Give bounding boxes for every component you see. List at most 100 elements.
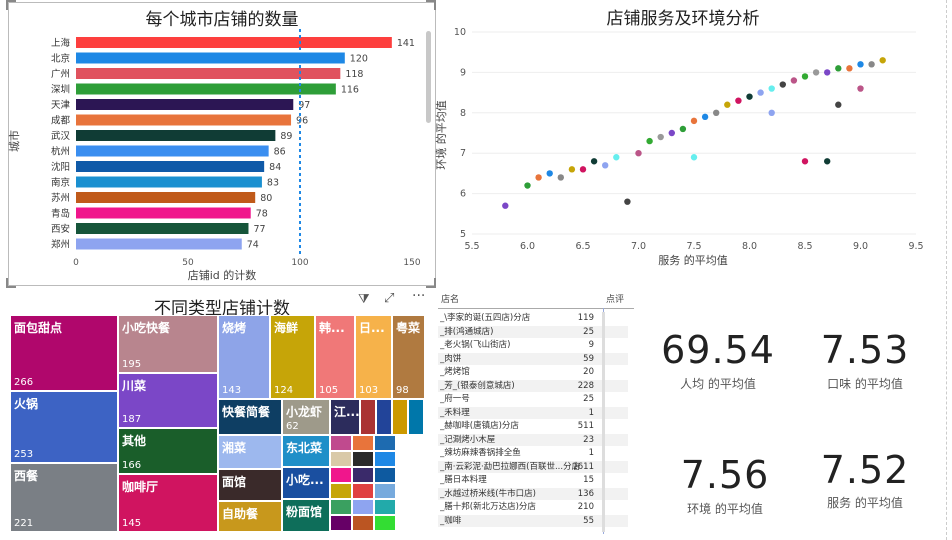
treemap-cell-label: 东北菜 (286, 441, 323, 455)
treemap-cell[interactable] (330, 467, 352, 483)
page-boundary (946, 0, 947, 540)
table-cell-reviews: 119 (577, 313, 594, 323)
treemap-cell[interactable] (376, 399, 392, 435)
treemap-cell[interactable] (392, 399, 408, 435)
more-options-icon[interactable]: ··· (412, 288, 426, 304)
table-row[interactable]: _府一号 25 (438, 393, 628, 405)
treemap-cell[interactable]: 韩... 105 (315, 315, 355, 399)
table-header-reviews[interactable]: 点评 (606, 295, 625, 305)
scatter-point (613, 154, 620, 161)
treemap-cell[interactable]: 东北菜 (282, 435, 330, 467)
treemap-cell[interactable]: 面包甜点 266 (10, 315, 118, 391)
treemap-cell[interactable]: 咖啡厅 145 (118, 474, 218, 532)
table-row[interactable]: _禾料理 1 (438, 406, 628, 419)
bar-value-label: 97 (298, 100, 310, 111)
treemap-cell[interactable] (374, 451, 396, 467)
scatter-point (713, 109, 720, 117)
treemap-cell[interactable]: 面馆 (218, 469, 282, 501)
bar-chart-scrollbar[interactable] (426, 31, 431, 123)
bar-value-label: 96 (296, 116, 308, 127)
treemap-cell[interactable] (360, 399, 376, 435)
treemap-cell[interactable] (374, 515, 396, 531)
table-scrollbar[interactable] (602, 312, 605, 532)
table-row[interactable]: _\李家的诞(五四店)分店 119 (438, 312, 628, 324)
treemap-cell[interactable]: 湘菜 (218, 435, 282, 469)
table-body: _\李家的诞(五四店)分店 119 _排(鸿通城店) 25 _老火锅(飞山街店) 9 _肉饼… (438, 312, 634, 534)
filter-icon[interactable]: ⧩ (358, 292, 370, 307)
table-row[interactable]: _老火锅(飞山街店) 9 (438, 339, 628, 351)
treemap-cell[interactable]: 小吃快餐 195 (118, 315, 218, 373)
treemap-cell[interactable]: 小龙虾 62 (282, 399, 330, 435)
selection-handle-bl[interactable] (6, 278, 16, 288)
scatter-point (768, 109, 775, 117)
store-table[interactable]: 店名 点评 _\李家的诞(五四店)分店 119 _排(鸿通城店) 25 _老火锅(飞山街… (438, 290, 634, 534)
table-row[interactable]: _排(鸿通城店) 25 (438, 325, 628, 338)
treemap-title: 不同类型店铺计数 (154, 299, 290, 319)
treemap-cell[interactable]: 川菜 187 (118, 373, 218, 428)
treemap-cell[interactable] (374, 499, 396, 515)
table-cell-reviews: 136 (577, 488, 594, 499)
treemap-cell-label: 川菜 (122, 379, 147, 393)
treemap-cell[interactable]: 烧烤 143 (218, 315, 270, 399)
treemap-cell[interactable] (330, 451, 352, 467)
table-row[interactable]: _膳日本料理 15 (438, 474, 628, 486)
treemap-cell[interactable] (352, 451, 374, 467)
treemap-cell[interactable]: 快餐简餐 (218, 399, 282, 435)
treemap-cell[interactable] (352, 435, 374, 451)
table-row[interactable]: _咖啡 55 (438, 514, 628, 527)
treemap-cell[interactable]: 自助餐 (218, 501, 282, 532)
treemap-cell-label: 面馆 (222, 475, 247, 489)
bar-x-tick-label: 100 (291, 258, 308, 268)
treemap-cell[interactable] (352, 499, 374, 515)
focus-mode-icon[interactable]: ⤢ (384, 291, 395, 306)
treemap-cell[interactable]: 粉面馆 (282, 499, 330, 532)
treemap-cell[interactable] (352, 467, 374, 483)
table-row[interactable]: _赫咖啡(唐镇店)分店 511 (438, 420, 628, 432)
treemap-cell[interactable] (330, 515, 352, 531)
treemap-cell[interactable]: 粤菜 98 (392, 315, 425, 399)
treemap-cell[interactable]: 火锅 253 (10, 391, 118, 463)
table-cell-reviews: 1611 (572, 461, 594, 472)
treemap-cell[interactable] (352, 515, 374, 531)
treemap-cell[interactable] (330, 483, 352, 499)
scatter-y-tick: 6 (460, 189, 466, 200)
selection-handle-tr[interactable] (426, 0, 436, 10)
treemap-panel[interactable]: 不同类型店铺计数 ⧩ ⤢ ··· 面包甜点 266 火锅 253 西餐 221 小吃快餐 19… (10, 288, 434, 534)
table-row[interactable]: _膳十邦(新北万达店)分店 210 (438, 501, 628, 513)
table-row[interactable]: _记涮烤小木屋 23 (438, 433, 628, 446)
treemap-cell[interactable]: 江... (330, 399, 360, 435)
treemap-cell[interactable] (374, 435, 396, 451)
bar-chart-svg: 0 50 100 150 上海 141 北京 120 广州 118 深圳 116 天津 97 成都 96 武汉 8… (51, 29, 421, 268)
scatter-x-tick: 7.5 (686, 241, 701, 252)
treemap-cell[interactable]: 小吃... (282, 467, 330, 499)
treemap-cell[interactable] (408, 399, 424, 435)
table-row[interactable]: _辣坊麻辣香锅排全鱼 1 (438, 447, 628, 459)
selection-handle-br[interactable] (426, 278, 436, 288)
table-row[interactable]: _肉饼 59 (438, 352, 628, 365)
table-cell-reviews: 55 (583, 515, 594, 526)
treemap-cell[interactable] (374, 467, 396, 483)
table-row[interactable]: _水越过桥米线(牛市口店) 136 (438, 487, 628, 500)
scatter-point (546, 170, 553, 177)
scatter-point (724, 101, 731, 108)
table-row[interactable]: _南·云彩泥·勐巴拉娜西(百联世...分店 1611 (438, 460, 628, 473)
treemap-cell[interactable] (352, 483, 374, 499)
treemap-cell-label: 小龙虾 (286, 405, 323, 419)
treemap-cell[interactable]: 日... 103 (355, 315, 392, 399)
table-row[interactable]: _烤烤馆 20 (438, 366, 628, 378)
bar-12 (76, 223, 249, 234)
table-row[interactable]: _芳_(银泰创意城店) 228 (438, 379, 628, 392)
treemap-cell-label: 西餐 (14, 469, 39, 483)
bar-chart-panel[interactable]: 每个城市店铺的数量 0 50 100 150 上海 141 北京 120 广州 118 深圳 116 天… (8, 2, 436, 286)
table-header-name[interactable]: 店名 (441, 295, 460, 305)
scatter-chart-panel[interactable]: 店铺服务及环境分析 5 6 7 8 9 10 5.5 6.0 6.5 7.0 7.5 8.0 8.5 9.… (435, 2, 944, 284)
treemap-cell[interactable]: 海鲜 124 (270, 315, 315, 399)
scatter-point (857, 61, 864, 68)
treemap-cell[interactable] (330, 435, 352, 451)
selection-handle-tl[interactable] (6, 0, 16, 10)
treemap-cell[interactable]: 其他 166 (118, 428, 218, 474)
treemap-cell[interactable]: 西餐 221 (10, 463, 118, 532)
treemap-cell[interactable] (374, 483, 396, 499)
treemap-cell[interactable] (330, 499, 352, 515)
scatter-x-label: 服务 的平均值 (658, 254, 728, 267)
